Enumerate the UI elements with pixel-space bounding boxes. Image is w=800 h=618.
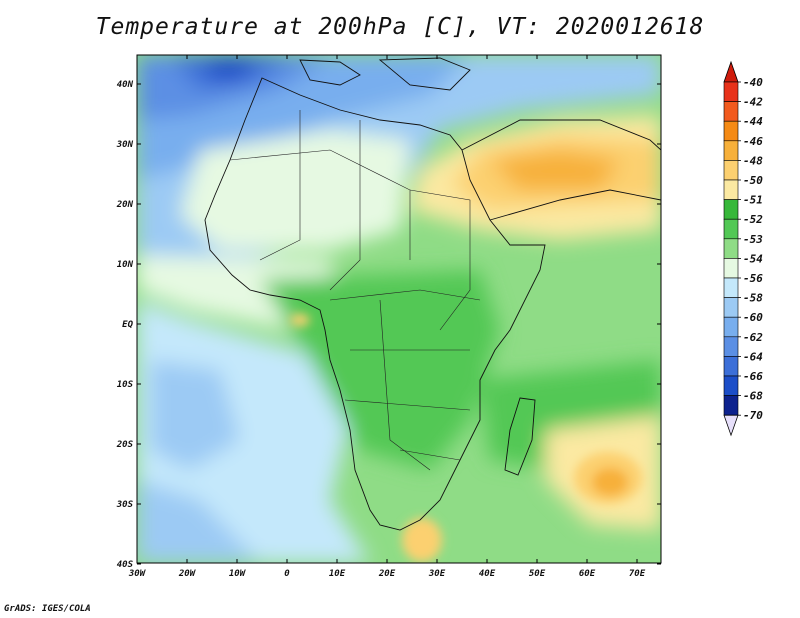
colorbar-label: -62 <box>743 331 763 344</box>
lat-label: 10N <box>117 260 134 270</box>
colorbar-swatch <box>723 199 739 220</box>
colorbar-label: -68 <box>743 390 763 403</box>
lat-label: 30N <box>116 140 134 150</box>
colorbar-swatch <box>723 375 739 396</box>
country-borders <box>229 110 481 471</box>
colorbar-label: -58 <box>743 292 763 305</box>
lat-label: 30S <box>116 500 134 510</box>
lat-label: EQ <box>122 320 133 330</box>
lon-label: 10W <box>229 569 247 579</box>
colorbar-label: -54 <box>743 252 763 265</box>
chart-title: Temperature at 200hPa [C], VT: 202001261… <box>95 14 705 40</box>
credit-text: GrADS: IGES/COLA <box>4 604 91 614</box>
colorbar-label: -56 <box>743 272 763 285</box>
colorbar-swatch <box>723 297 739 318</box>
lon-label: 70E <box>629 569 646 579</box>
lon-label: 0 <box>284 569 290 579</box>
colorbar-label: -40 <box>743 76 763 89</box>
colorbar-label: -46 <box>743 135 763 148</box>
lon-label: 20E <box>378 569 396 579</box>
lat-label: 40S <box>117 560 134 570</box>
colorbar-swatch <box>723 356 739 377</box>
latitude-axis: 40N 30N 20N 10N EQ 10S 20S 30S 40S <box>116 80 661 570</box>
colorbar-label: -48 <box>743 154 763 167</box>
colorbar-swatch <box>723 336 739 357</box>
colorbar-swatch <box>723 179 739 200</box>
colorbar-swatch <box>723 238 739 259</box>
colorbar-label: -66 <box>743 370 763 383</box>
colorbar-swatch <box>723 258 739 279</box>
colorbar-label: -42 <box>743 96 763 109</box>
coastlines <box>204 57 661 531</box>
lon-label: 30E <box>428 569 446 579</box>
colorbar-label: -60 <box>743 311 763 324</box>
colorbar-label: -51 <box>743 194 763 207</box>
colorbar-label: -53 <box>743 233 763 246</box>
colorbar-swatch <box>723 120 739 142</box>
colorbar-swatch <box>723 316 739 338</box>
lat-label: 40N <box>117 80 134 90</box>
lat-label: 20N <box>116 200 134 210</box>
colorbar-swatch <box>723 81 739 102</box>
colorbar-label: -44 <box>743 115 763 128</box>
colorbar-swatch <box>723 395 739 416</box>
colorbar-bottom-arrow <box>723 414 739 437</box>
lon-label: 60E <box>579 569 596 579</box>
colorbar-swatch <box>723 101 739 122</box>
colorbar-label: -52 <box>743 213 763 226</box>
colorbar-swatch <box>723 160 739 181</box>
colorbar-swatch <box>723 277 739 298</box>
colorbar-label: -70 <box>743 409 763 422</box>
lat-label: 10S <box>117 380 134 390</box>
temperature-field <box>137 55 661 563</box>
colorbar-swatch <box>723 140 739 161</box>
lon-label: 30W <box>128 569 147 579</box>
lat-label: 20S <box>116 440 134 450</box>
lon-label: 50E <box>529 569 546 579</box>
map-frame <box>136 54 662 564</box>
lon-label: 20W <box>178 569 197 579</box>
colorbar-top-arrow <box>723 60 739 83</box>
lon-label: 10E <box>329 569 346 579</box>
longitude-axis: 30W 20W 10W 0 10E 20E 30E 40E 50E 60E 70E <box>128 55 646 579</box>
colorbar-swatch <box>723 218 739 240</box>
colorbar-label: -64 <box>743 350 763 363</box>
colorbar-label: -50 <box>743 174 763 187</box>
lon-label: 40E <box>479 569 496 579</box>
colorbar: -40 -42 -44 -46 -48 -50 -51 -52 -53 -54 -56 -58 -60 -… <box>723 60 763 437</box>
